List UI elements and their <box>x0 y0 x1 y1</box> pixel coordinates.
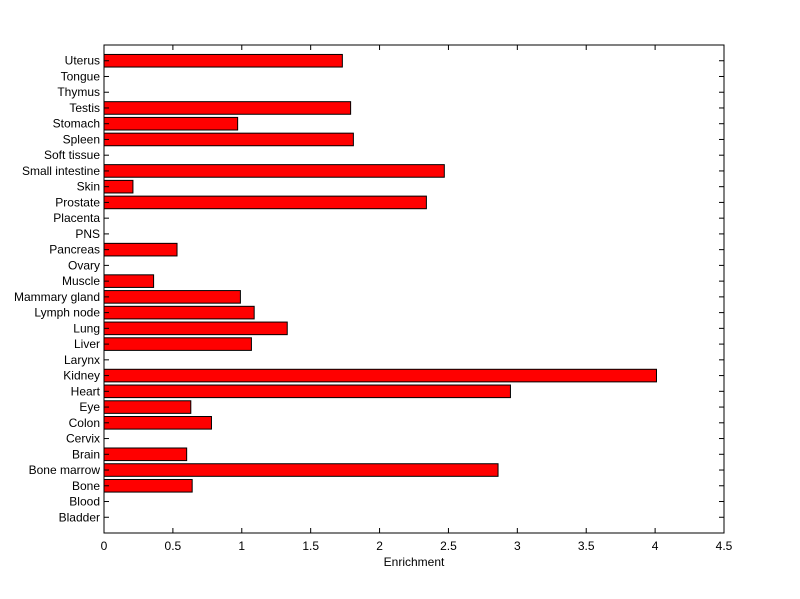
y-tick-label: Small intestine <box>22 164 100 178</box>
y-tick-label: Bone <box>72 479 100 493</box>
y-tick-label: Uterus <box>65 54 100 68</box>
x-tick-label: 4.5 <box>716 539 733 553</box>
bar-kidney <box>103 368 657 383</box>
bar-uterus <box>103 53 343 68</box>
bar-bone-marrow <box>103 463 499 477</box>
y-tick-label: Bone marrow <box>29 463 101 477</box>
x-tick-label: 1.5 <box>302 539 319 553</box>
bar-muscle <box>103 274 155 288</box>
x-axis-label: Enrichment <box>384 555 445 569</box>
y-tick-label: Prostate <box>55 195 100 209</box>
y-tick-label: Lung <box>73 321 100 335</box>
bars-group <box>103 53 657 493</box>
y-tick-label: Blood <box>69 495 100 509</box>
y-tick-label: Ovary <box>68 258 100 272</box>
x-tick-label: 0.5 <box>165 539 182 553</box>
bar-lung <box>103 321 288 336</box>
y-tick-label: Placenta <box>53 211 100 225</box>
y-tick-label: Brain <box>72 447 100 461</box>
x-tick-label: 0 <box>101 539 108 553</box>
y-tick-label: Muscle <box>62 274 100 288</box>
bar-stomach <box>103 116 239 131</box>
bar-lymph-node <box>103 305 255 320</box>
y-tick-label: PNS <box>75 227 100 241</box>
bar-mammary-gland <box>103 290 241 304</box>
bar-colon <box>103 416 212 430</box>
y-tick-label: Kidney <box>63 369 100 383</box>
y-tick-label: Skin <box>77 180 100 194</box>
x-tick-label: 1 <box>238 539 245 553</box>
bar-eye <box>103 400 192 414</box>
y-tick-label: Tongue <box>61 69 101 83</box>
x-tick-label: 3.5 <box>578 539 595 553</box>
x-axis: 0 0.5 1 1.5 2 2.5 3 3.5 4 4.5 <box>101 45 733 553</box>
y-tick-label: Stomach <box>53 117 100 131</box>
y-tick-label: Cervix <box>66 432 100 446</box>
bar-brain <box>103 447 188 462</box>
bar-heart <box>103 384 511 399</box>
y-tick-label: Colon <box>69 416 100 430</box>
x-tick-label: 4 <box>652 539 659 553</box>
bar-prostate <box>103 195 427 210</box>
bar-small-intestine <box>103 164 445 178</box>
y-tick-label: Eye <box>79 400 100 414</box>
bar-testis <box>103 101 352 115</box>
y-tick-label: Spleen <box>63 132 100 146</box>
bar-liver <box>103 337 252 351</box>
y-tick-label: Testis <box>69 101 100 115</box>
y-tick-label: Liver <box>74 337 100 351</box>
y-tick-label: Pancreas <box>49 243 100 257</box>
x-tick-label: 3 <box>514 539 521 553</box>
x-tick-label: 2 <box>376 539 383 553</box>
x-tick-label: 2.5 <box>440 539 457 553</box>
y-tick-label: Larynx <box>64 353 100 367</box>
y-tick-label: Mammary gland <box>14 290 100 304</box>
bar-pancreas <box>103 242 178 257</box>
y-tick-label: Lymph node <box>34 306 100 320</box>
y-tick-label: Thymus <box>57 85 100 99</box>
y-tick-label: Bladder <box>59 510 100 524</box>
y-tick-label: Soft tissue <box>44 148 100 162</box>
y-tick-label: Heart <box>71 384 101 398</box>
bar-spleen <box>103 132 354 147</box>
bar-bone <box>103 478 193 493</box>
